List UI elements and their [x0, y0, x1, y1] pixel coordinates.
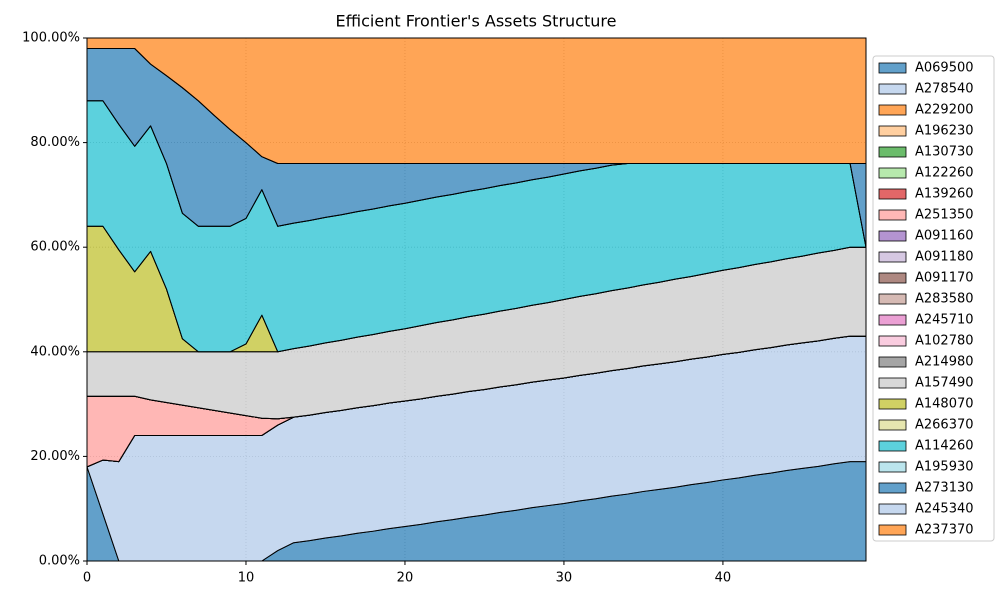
- legend-label: A245340: [915, 502, 974, 517]
- legend-swatch: [878, 398, 907, 410]
- legend-label: A102780: [915, 334, 974, 349]
- legend-swatch: [878, 419, 907, 431]
- x-tick-label: 20: [397, 571, 414, 586]
- plot-frame: [86, 37, 867, 562]
- legend-label: A237370: [915, 523, 974, 538]
- legend-label: A114260: [915, 439, 974, 454]
- legend-swatch: [878, 503, 907, 515]
- legend-swatch: [878, 440, 907, 452]
- legend-swatch: [878, 62, 907, 74]
- legend-label: A283580: [915, 292, 974, 307]
- y-tick-label: 100.00%: [22, 31, 80, 46]
- x-tick-label: 40: [715, 571, 732, 586]
- x-tick-label: 10: [238, 571, 255, 586]
- legend-swatch: [878, 230, 907, 242]
- legend-swatch: [878, 209, 907, 221]
- y-tick-label: 40.00%: [30, 344, 80, 359]
- legend-label: A130730: [915, 145, 974, 160]
- legend-swatch: [878, 146, 907, 158]
- areas: [86, 37, 867, 562]
- legend-swatch: [878, 83, 907, 95]
- legend-label: A214980: [915, 355, 974, 370]
- legend-label: A273130: [915, 481, 974, 496]
- legend-label: A196230: [915, 124, 974, 139]
- legend-swatch: [878, 524, 907, 536]
- legend-swatch: [878, 104, 907, 116]
- legend-label: A122260: [915, 166, 974, 181]
- legend-label: A139260: [915, 187, 974, 202]
- legend-swatch: [878, 272, 907, 284]
- legend-swatch: [878, 461, 907, 473]
- legend-label: A091170: [915, 271, 974, 286]
- legend-label: A278540: [915, 82, 974, 97]
- y-tick-label: 0.00%: [39, 554, 80, 569]
- legend-label: A091160: [915, 229, 974, 244]
- y-tick-label: 80.00%: [30, 135, 80, 150]
- axes: 0 10 20 30 40 0.00% 20.00% 40.00% 60.00% 80.00% 10…: [22, 31, 867, 586]
- legend-swatch: [878, 314, 907, 326]
- x-tick-label: 30: [556, 571, 573, 586]
- y-tick-label: 20.00%: [30, 449, 80, 464]
- legend-label: A069500: [915, 61, 974, 76]
- legend-swatch: [878, 356, 907, 368]
- legend-swatch: [878, 482, 907, 494]
- legend: A069500 A278540 A229200 A196230 A130730 A1222…: [872, 55, 995, 542]
- legend-swatch: [878, 293, 907, 305]
- legend-swatch: [878, 167, 907, 179]
- legend-label: A195930: [915, 460, 974, 475]
- chart-title: Efficient Frontier's Assets Structure: [336, 12, 617, 31]
- legend-swatch: [878, 125, 907, 137]
- legend-label: A148070: [915, 397, 974, 412]
- legend-swatch: [878, 377, 907, 389]
- legend-label: A157490: [915, 376, 974, 391]
- legend-label: A091180: [915, 250, 974, 265]
- x-tick-label: 0: [83, 571, 91, 586]
- legend-label: A229200: [915, 103, 974, 118]
- legend-swatch: [878, 188, 907, 200]
- legend-swatch: [878, 251, 907, 263]
- legend-swatch: [878, 335, 907, 347]
- legend-label: A245710: [915, 313, 974, 328]
- y-tick-label: 60.00%: [30, 240, 80, 255]
- legend-label: A266370: [915, 418, 974, 433]
- legend-label: A251350: [915, 208, 974, 223]
